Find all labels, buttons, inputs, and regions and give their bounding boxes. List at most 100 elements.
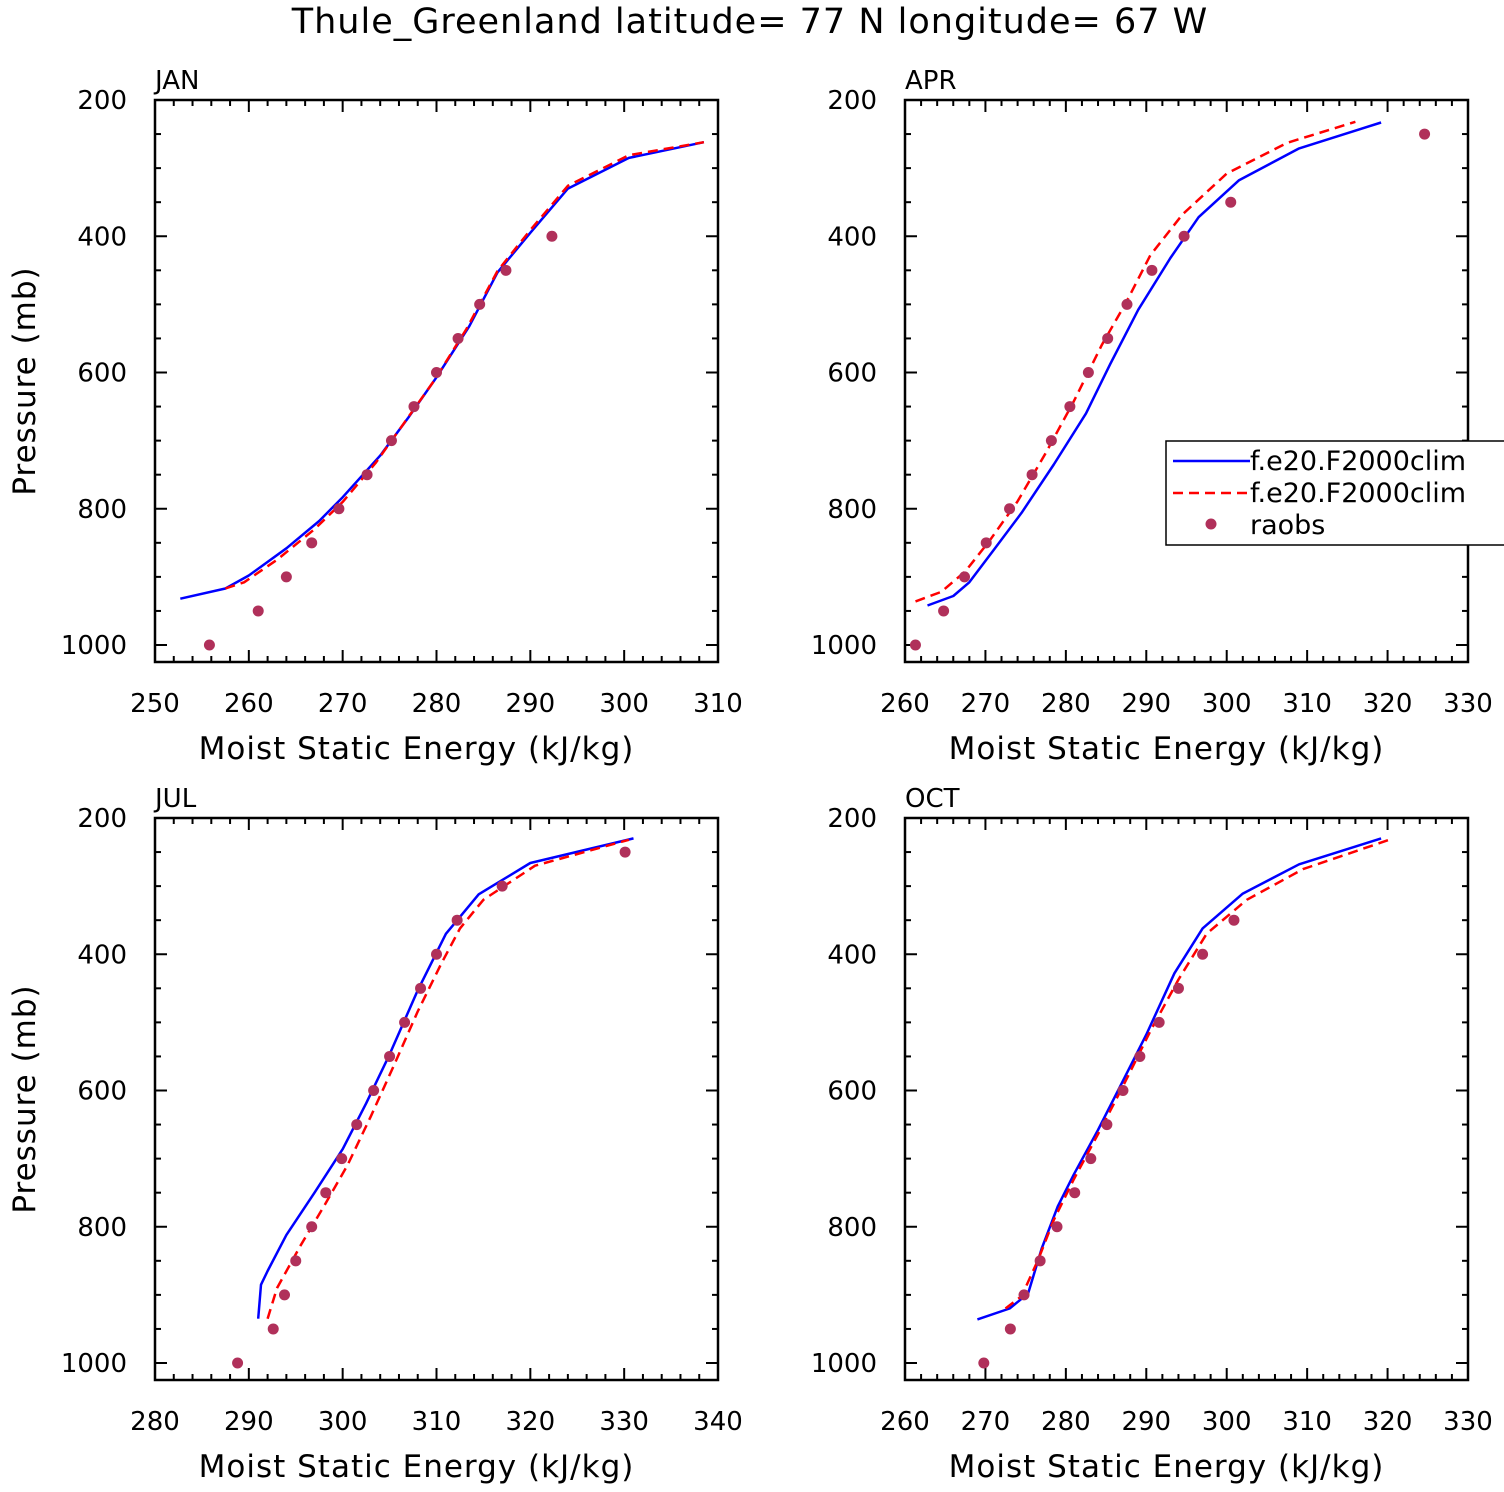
x-tick-label: 310	[1282, 689, 1332, 719]
raobs-data-point	[1082, 367, 1094, 378]
model-dashed-line	[266, 838, 630, 1320]
raobs-data-point	[1197, 948, 1209, 960]
raobs-data-point	[1102, 332, 1114, 344]
raobs-data-point	[336, 1153, 348, 1165]
raobs-data-point	[1101, 1119, 1113, 1131]
raobs-data-point	[1419, 128, 1431, 140]
raobs-data-point	[232, 1357, 244, 1369]
model-solid-line	[927, 121, 1382, 607]
raobs-data-point	[1051, 1221, 1063, 1233]
panel-label: JUL	[153, 784, 197, 814]
model-dashed-line	[225, 140, 705, 590]
x-tick-label: 260	[224, 689, 274, 719]
y-tick-label: 1000	[61, 1349, 127, 1379]
raobs-data-point	[1064, 401, 1076, 413]
raobs-data-point	[1134, 1050, 1146, 1062]
y-tick-label: 400	[827, 222, 877, 252]
plot-frame	[903, 816, 1470, 1382]
x-tick-label: 270	[961, 1407, 1011, 1437]
y-tick-label: 200	[77, 804, 127, 834]
y-tick-label: 800	[827, 495, 877, 525]
raobs-data-point	[290, 1255, 302, 1267]
model-dashed-line	[1004, 838, 1390, 1310]
x-tick-label: 310	[412, 1407, 462, 1437]
panel-oct: OCT 260 270 280 290 300 310 320 330 200 400 600 800 1…	[811, 784, 1493, 1485]
y-axis-title: Pressure (mb)	[7, 984, 43, 1213]
raobs-data-point	[431, 948, 442, 960]
y-tick-label: 600	[827, 1077, 877, 1107]
x-tick-label: 310	[693, 689, 743, 719]
panel-label: OCT	[905, 784, 960, 814]
raobs-data-point	[1225, 196, 1237, 208]
x-tick-label: 290	[224, 1407, 274, 1437]
x-axis-title: Moist Static Energy (kJ/kg)	[949, 1449, 1385, 1485]
raobs-data-point	[252, 605, 264, 617]
raobs-data-point	[1045, 435, 1057, 447]
x-tick-label: 260	[880, 1407, 930, 1437]
raobs-data-point	[980, 537, 992, 549]
model-solid-line	[180, 140, 705, 600]
x-tick-label: 280	[130, 1407, 180, 1437]
x-tick-label: 320	[506, 1407, 556, 1437]
y-tick-label: 1000	[61, 631, 127, 661]
x-tick-label: 290	[1121, 1407, 1171, 1437]
raobs-data-point	[408, 401, 420, 413]
y-tick-label: 400	[77, 222, 127, 252]
raobs-data-point	[1004, 1323, 1016, 1335]
x-tick-label: 300	[318, 1407, 368, 1437]
x-axis-title: Moist Static Energy (kJ/kg)	[199, 731, 635, 767]
x-axis-title: Moist Static Energy (kJ/kg)	[199, 1449, 635, 1485]
raobs-data-point	[361, 469, 373, 481]
legend-raobs-marker-swatch	[1205, 518, 1217, 530]
raobs-data-point	[351, 1119, 363, 1131]
raobs-data-point	[267, 1323, 279, 1335]
raobs-data-point	[938, 605, 950, 617]
y-tick-label: 200	[827, 804, 877, 834]
raobs-data-point	[978, 1357, 990, 1369]
raobs-data-point	[306, 537, 318, 549]
y-tick-label: 400	[77, 940, 127, 970]
x-tick-label: 330	[1443, 689, 1493, 719]
plot-frame	[903, 98, 1470, 664]
raobs-data-point	[1085, 1153, 1097, 1165]
x-tick-label: 280	[1041, 1407, 1091, 1437]
raobs-data-point	[1117, 1085, 1129, 1096]
raobs-data-point	[1153, 1016, 1165, 1028]
y-tick-label: 800	[77, 495, 127, 525]
x-tick-label: 340	[693, 1407, 743, 1437]
raobs-data-point	[385, 435, 397, 447]
y-axis-title: Pressure (mb)	[7, 266, 43, 495]
legend: f.e20.F2000clim f.e20.F2000clim raobs	[1165, 440, 1504, 546]
raobs-data-point	[278, 1289, 290, 1301]
raobs-data-point	[333, 503, 345, 515]
raobs-data-point	[1034, 1255, 1046, 1267]
x-tick-label: 280	[412, 689, 462, 719]
x-tick-label: 290	[506, 689, 556, 719]
raobs-data-point	[1228, 914, 1240, 926]
raobs-data-point	[306, 1221, 318, 1233]
legend-label-model-solid: f.e20.F2000clim	[1250, 446, 1466, 477]
y-tick-label: 800	[77, 1213, 127, 1243]
panel-apr: APR 260 270 280 290 300 310 320 330 200 400 600 800 1…	[811, 66, 1493, 767]
x-tick-label: 300	[1202, 689, 1252, 719]
model-solid-line	[976, 837, 1382, 1321]
raobs-data-point	[500, 264, 512, 276]
x-tick-label: 310	[1282, 1407, 1332, 1437]
y-tick-label: 200	[77, 86, 127, 116]
model-solid-line	[256, 837, 634, 1319]
x-tick-label: 270	[318, 689, 368, 719]
x-tick-label: 320	[1363, 689, 1413, 719]
x-tick-label: 250	[130, 689, 180, 719]
raobs-data-point	[399, 1016, 411, 1028]
x-tick-label: 270	[961, 689, 1011, 719]
x-tick-label: 290	[1121, 689, 1171, 719]
raobs-data-point	[1121, 298, 1133, 310]
x-tick-label: 330	[599, 1407, 649, 1437]
y-tick-label: 600	[827, 359, 877, 389]
figure-title: Thule_Greenland latitude= 77 N longitude…	[291, 2, 1209, 42]
legend-label-model-dashed: f.e20.F2000clim	[1250, 478, 1466, 509]
y-tick-label: 1000	[811, 631, 877, 661]
raobs-data-point	[203, 639, 215, 651]
raobs-data-point	[1146, 264, 1158, 276]
